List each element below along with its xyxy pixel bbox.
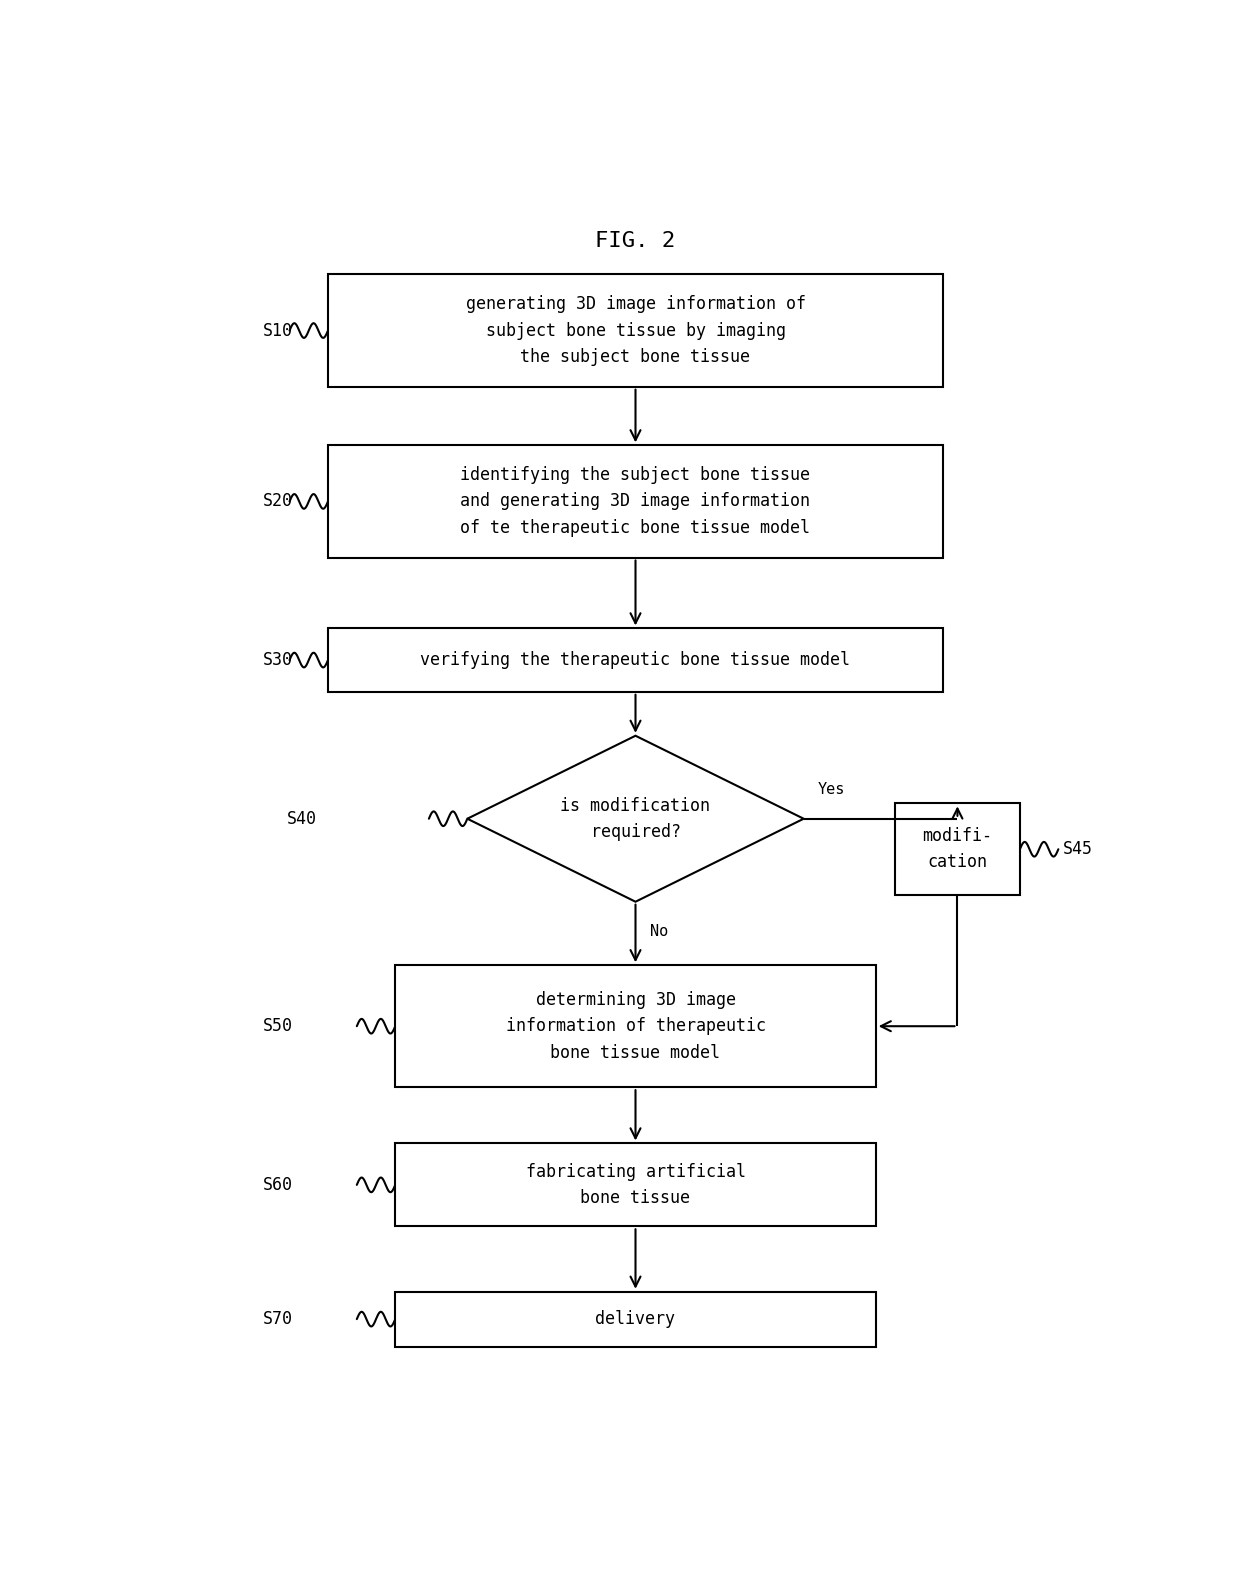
Text: S30: S30 [263,651,293,669]
Text: No: No [650,924,668,938]
Text: S70: S70 [263,1311,293,1328]
Text: determining 3D image
information of therapeutic
bone tissue model: determining 3D image information of ther… [506,991,765,1062]
Text: fabricating artificial
bone tissue: fabricating artificial bone tissue [526,1163,745,1208]
Text: S50: S50 [263,1018,293,1035]
Text: is modification
required?: is modification required? [560,797,711,842]
Polygon shape [467,735,804,902]
FancyBboxPatch shape [396,1143,875,1227]
Text: verifying the therapeutic bone tissue model: verifying the therapeutic bone tissue mo… [420,651,851,669]
Text: generating 3D image information of
subject bone tissue by imaging
the subject bo: generating 3D image information of subje… [465,295,806,366]
FancyBboxPatch shape [396,965,875,1087]
FancyBboxPatch shape [327,445,944,558]
Text: delivery: delivery [595,1311,676,1328]
Text: FIG. 2: FIG. 2 [595,231,676,252]
FancyBboxPatch shape [327,628,944,691]
Text: S10: S10 [263,322,293,339]
Text: Yes: Yes [818,781,846,797]
FancyBboxPatch shape [396,1292,875,1347]
Text: S20: S20 [263,493,293,510]
Text: identifying the subject bone tissue
and generating 3D image information
of te th: identifying the subject bone tissue and … [460,466,811,537]
FancyBboxPatch shape [895,804,1019,896]
Text: S45: S45 [1063,840,1094,857]
FancyBboxPatch shape [327,274,944,387]
Text: modifi-
cation: modifi- cation [923,827,992,872]
Text: S40: S40 [286,810,316,827]
Text: S60: S60 [263,1176,293,1194]
